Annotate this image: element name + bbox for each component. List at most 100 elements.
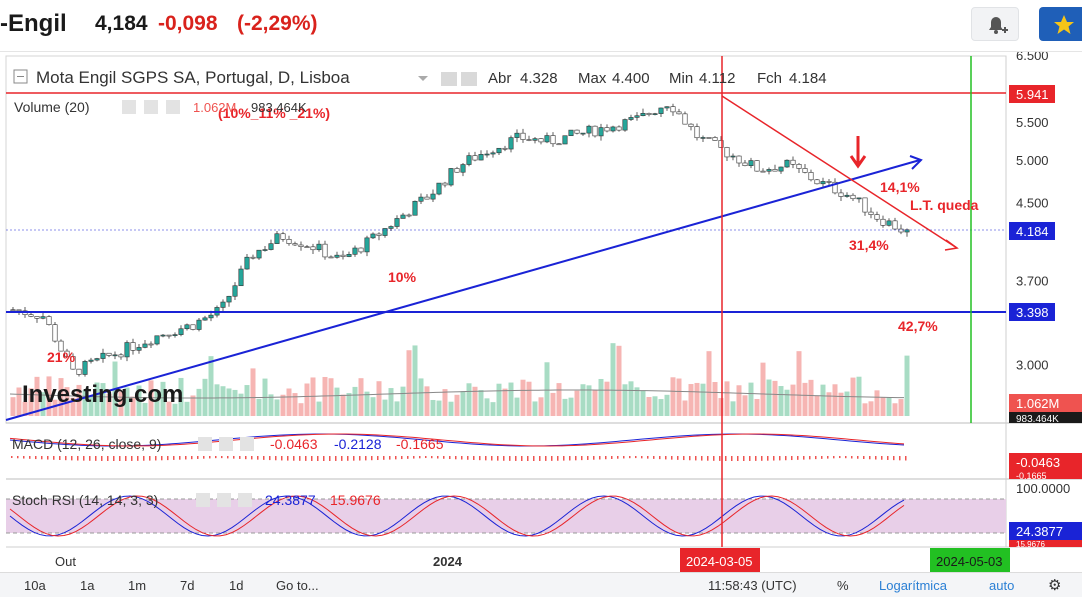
macd-legend[interactable]: MACD (12, 26, close, 9) -0.0463 -0.2128 … [12,436,444,452]
volume-eye-icon[interactable] [122,100,136,114]
tag-stoch-bg [1009,522,1082,540]
macd-hist-bar [167,456,169,461]
goto-button[interactable]: Go to... [276,578,319,593]
chevron-down-icon[interactable] [418,76,428,81]
uptrend-line[interactable] [5,159,921,421]
macd-hist-bar [197,456,199,459]
volume-bar [760,362,766,416]
macd-hist-bar [899,456,901,461]
auto-toggle[interactable]: auto [989,578,1015,593]
macd-hist-bar [563,456,565,461]
bottom-toolbar: 10a 1a 1m 7d 1d Go to... 11:58:43 (UTC) … [0,572,1082,597]
chart-svg[interactable]: (10%_11% _21%) 21% 10% 14,1% 31,4% 42,7%… [0,52,1082,572]
macd-hist-bar [581,456,583,461]
volume-bar [532,401,538,416]
volume-bar [892,403,898,416]
volume-bar [226,388,232,416]
add-alert-button[interactable] [971,7,1019,41]
volume-bar [316,401,322,416]
tag-macd: -0.0463 [1016,455,1060,470]
macd-hist-bar [701,456,703,461]
tag-volume2: 983.464K [1016,414,1059,425]
macd-hist-bar [113,456,115,461]
macd-hist-bar [437,456,439,459]
stoch-eye-icon[interactable] [196,493,210,507]
candle [70,356,76,370]
candles-group [10,103,910,377]
candle [694,126,700,139]
candle [898,228,904,233]
volume-bar [838,392,844,416]
volume-bar [664,394,670,416]
volume-gear-icon[interactable] [144,100,158,114]
candle [298,244,304,247]
candle [256,249,262,259]
volume-bar [814,395,820,416]
volume-bar [208,356,214,416]
macd-hist-bar [53,456,55,460]
candle [700,137,706,139]
gear-icon[interactable] [461,72,477,86]
macd-signal-line [9,433,905,447]
volume-close-icon[interactable] [166,100,180,114]
macd-hist-bar [221,456,223,459]
macd-eye-icon[interactable] [198,437,212,451]
range-10a[interactable]: 10a [24,578,46,593]
min-value: 4.112 [699,70,735,87]
downtrend-line[interactable] [721,95,958,249]
volume-bar [214,384,220,416]
macd-hist-bar [803,456,805,460]
macd-hist-bar [785,456,787,461]
watchlist-star-button[interactable] [1039,7,1082,41]
log-toggle[interactable]: Logarítmica [879,578,947,593]
candle [610,126,616,132]
volume-bar [562,398,568,416]
macd-gear-icon[interactable] [219,437,233,451]
candle [820,181,826,185]
macd-close-icon[interactable] [240,437,254,451]
volume-bar [550,392,556,416]
macd-hist-bar [755,456,757,461]
candle [382,228,388,236]
range-1d[interactable]: 1d [229,578,244,593]
candle [454,168,460,173]
range-1m[interactable]: 1m [128,578,147,593]
candle [268,243,274,250]
macd-hist-bar [725,456,727,461]
candle [394,218,400,227]
stoch-legend[interactable]: Stoch RSI (14, 14, 3, 3) 24.3877 15.9676 [12,492,381,508]
tag-support-bg [1009,303,1055,321]
candle [100,352,106,359]
stoch-close-icon[interactable] [238,493,252,507]
chart-area[interactable]: (10%_11% _21%) 21% 10% 14,1% 31,4% 42,7%… [0,52,1082,572]
tag-volume: 1.062M [1016,396,1059,411]
candle [712,137,718,141]
tag-volume2-bg [1009,412,1082,423]
tag-stoch-top: 100.0000 [1016,481,1070,496]
settings-gear-icon[interactable]: ⚙ [1048,577,1062,594]
macd-hist-bar [251,456,253,460]
collapse-icon[interactable] [13,69,28,84]
candle [526,139,532,141]
volume-legend[interactable]: Volume (20) 1.062M 983.464K [14,99,307,115]
volume-bar [40,392,46,416]
stoch-gear-icon[interactable] [217,493,231,507]
candle [388,226,394,229]
range-7d[interactable]: 7d [180,578,195,593]
candle [472,155,478,161]
main-legend[interactable]: Mota Engil SGPS SA, Portugal, D, Lisboa … [13,68,827,87]
macd-hist-bar [227,456,229,459]
macd-hist-bar [119,456,121,461]
candle [826,181,832,183]
candle [556,143,562,146]
candle [592,125,598,137]
macd-hist-bar [419,456,421,459]
volume-bar [340,394,346,416]
ticker-change-pct: (-2,29%) [237,12,318,35]
eye-icon[interactable] [441,72,457,86]
candle [82,361,88,375]
volume-bar [796,351,802,416]
range-1a[interactable]: 1a [80,578,95,593]
percent-toggle[interactable]: % [837,578,849,593]
candle [400,214,406,219]
